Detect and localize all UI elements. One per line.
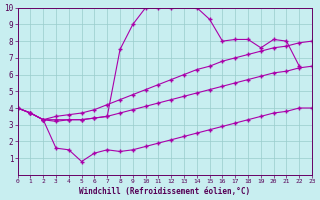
X-axis label: Windchill (Refroidissement éolien,°C): Windchill (Refroidissement éolien,°C) xyxy=(79,187,250,196)
